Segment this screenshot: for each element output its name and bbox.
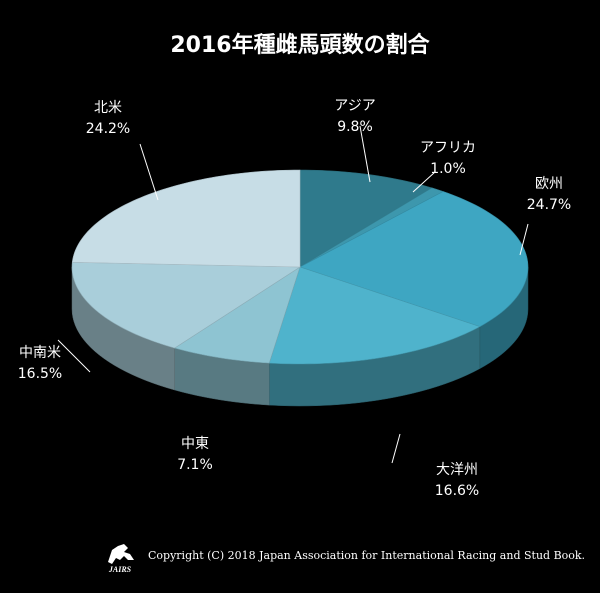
slice-value-4: 7.1% xyxy=(177,457,213,473)
leader-line-0 xyxy=(359,125,371,183)
slice-label-2: 欧州 xyxy=(535,176,563,192)
logo-text: JAIRS xyxy=(108,565,132,574)
leader-line-5 xyxy=(57,339,91,373)
leader-lines xyxy=(57,125,529,464)
leader-line-6 xyxy=(139,143,159,201)
slice-value-1: 1.0% xyxy=(430,161,466,177)
slice-6 xyxy=(71,169,301,268)
slice-label-4: 中東 xyxy=(181,436,209,452)
slice-value-2: 24.7% xyxy=(527,197,571,213)
slice-label-1: アフリカ xyxy=(420,140,476,156)
slice-2 xyxy=(299,191,529,327)
pie-tops xyxy=(71,169,529,365)
slice-labels: アジア 9.8% アフリカ 1.0% 欧州 24.7% 大洋州 16.6% 中東 7.1% 中南米 1… xyxy=(18,98,571,499)
slice-3 xyxy=(268,266,481,365)
chart-title: 2016年種雌馬頭数の割合 xyxy=(170,32,430,58)
slice-1 xyxy=(299,187,444,268)
slice-5 xyxy=(71,261,301,349)
leader-line-1 xyxy=(412,171,436,193)
slice-4 xyxy=(173,266,301,364)
slice-label-6: 北米 xyxy=(94,100,122,116)
slice-label-5: 中南米 xyxy=(19,345,61,361)
copyright-text: Copyright (C) 2018 Japan Association for… xyxy=(148,549,586,562)
slice-value-0: 9.8% xyxy=(337,119,373,135)
slice-label-3: 大洋州 xyxy=(436,462,478,478)
leader-line-3 xyxy=(391,433,401,464)
jairs-logo: JAIRS xyxy=(108,544,134,574)
slice-value-5: 16.5% xyxy=(18,366,62,382)
slice-value-3: 16.6% xyxy=(435,483,479,499)
leader-line-2 xyxy=(519,223,529,256)
slice-label-0: アジア xyxy=(334,98,375,114)
slice-value-6: 24.2% xyxy=(86,121,130,137)
